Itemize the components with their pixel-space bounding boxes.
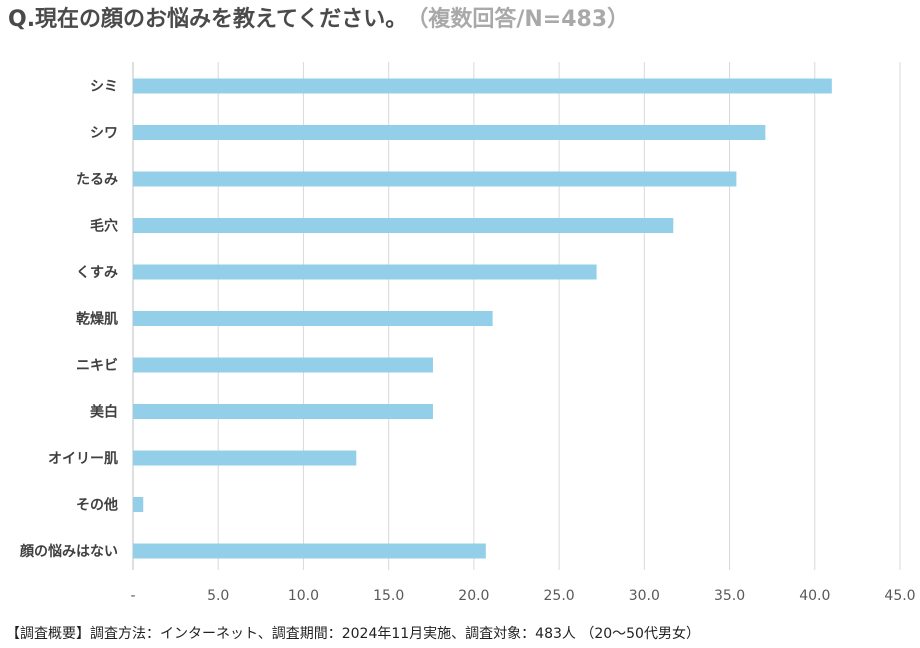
category-label: シワ <box>90 126 118 142</box>
bar <box>133 78 832 94</box>
category-label: 乾燥肌 <box>76 311 118 328</box>
x-tick-label: 20.0 <box>458 588 489 604</box>
x-tick-label: 5.0 <box>207 588 229 604</box>
x-tick-label: 25.0 <box>544 588 575 604</box>
x-tick-label: 30.0 <box>629 588 660 604</box>
category-label: オイリー肌 <box>48 451 118 467</box>
bar <box>133 311 493 326</box>
x-tick-labels: - 5.0 10.0 15.0 20.0 25.0 30.0 35.0 40.0 45.0 <box>130 588 915 604</box>
category-label: 毛穴 <box>90 218 118 235</box>
category-label: 美白 <box>90 404 118 421</box>
category-label: シミ <box>90 79 118 95</box>
x-tick-label: 35.0 <box>714 588 745 604</box>
bars <box>133 78 832 559</box>
survey-footnote: 【調査概要】調査方法：インターネット、調査期間：2024年11月実施、調査対象：… <box>6 626 700 642</box>
bar <box>133 357 433 373</box>
chart-title: Q.現在の顔のお悩みを教えてください。 <box>8 7 408 32</box>
category-label: たるみ <box>76 172 118 188</box>
bar <box>133 125 766 140</box>
category-label: ニキビ <box>76 358 118 374</box>
x-tick-label: - <box>130 588 135 604</box>
chart-subtitle: （複数回答/N=483） <box>417 7 630 32</box>
bar <box>133 218 674 233</box>
x-tick-label: 40.0 <box>799 588 830 604</box>
chart-title-row: Q.現在の顔のお悩みを教えてください。 （複数回答/N=483） <box>8 2 629 38</box>
x-tick-label: 15.0 <box>373 588 404 604</box>
bar <box>133 497 144 512</box>
bar <box>133 264 597 280</box>
category-label: 顔の悩みはない <box>19 543 118 560</box>
x-tick-label: 45.0 <box>884 588 915 604</box>
bar <box>133 450 357 466</box>
bar <box>133 404 433 419</box>
category-label: その他 <box>76 497 118 514</box>
bar <box>133 543 486 559</box>
bar <box>133 171 737 187</box>
x-tick-label: 10.0 <box>288 588 319 604</box>
category-label: くすみ <box>76 265 118 281</box>
